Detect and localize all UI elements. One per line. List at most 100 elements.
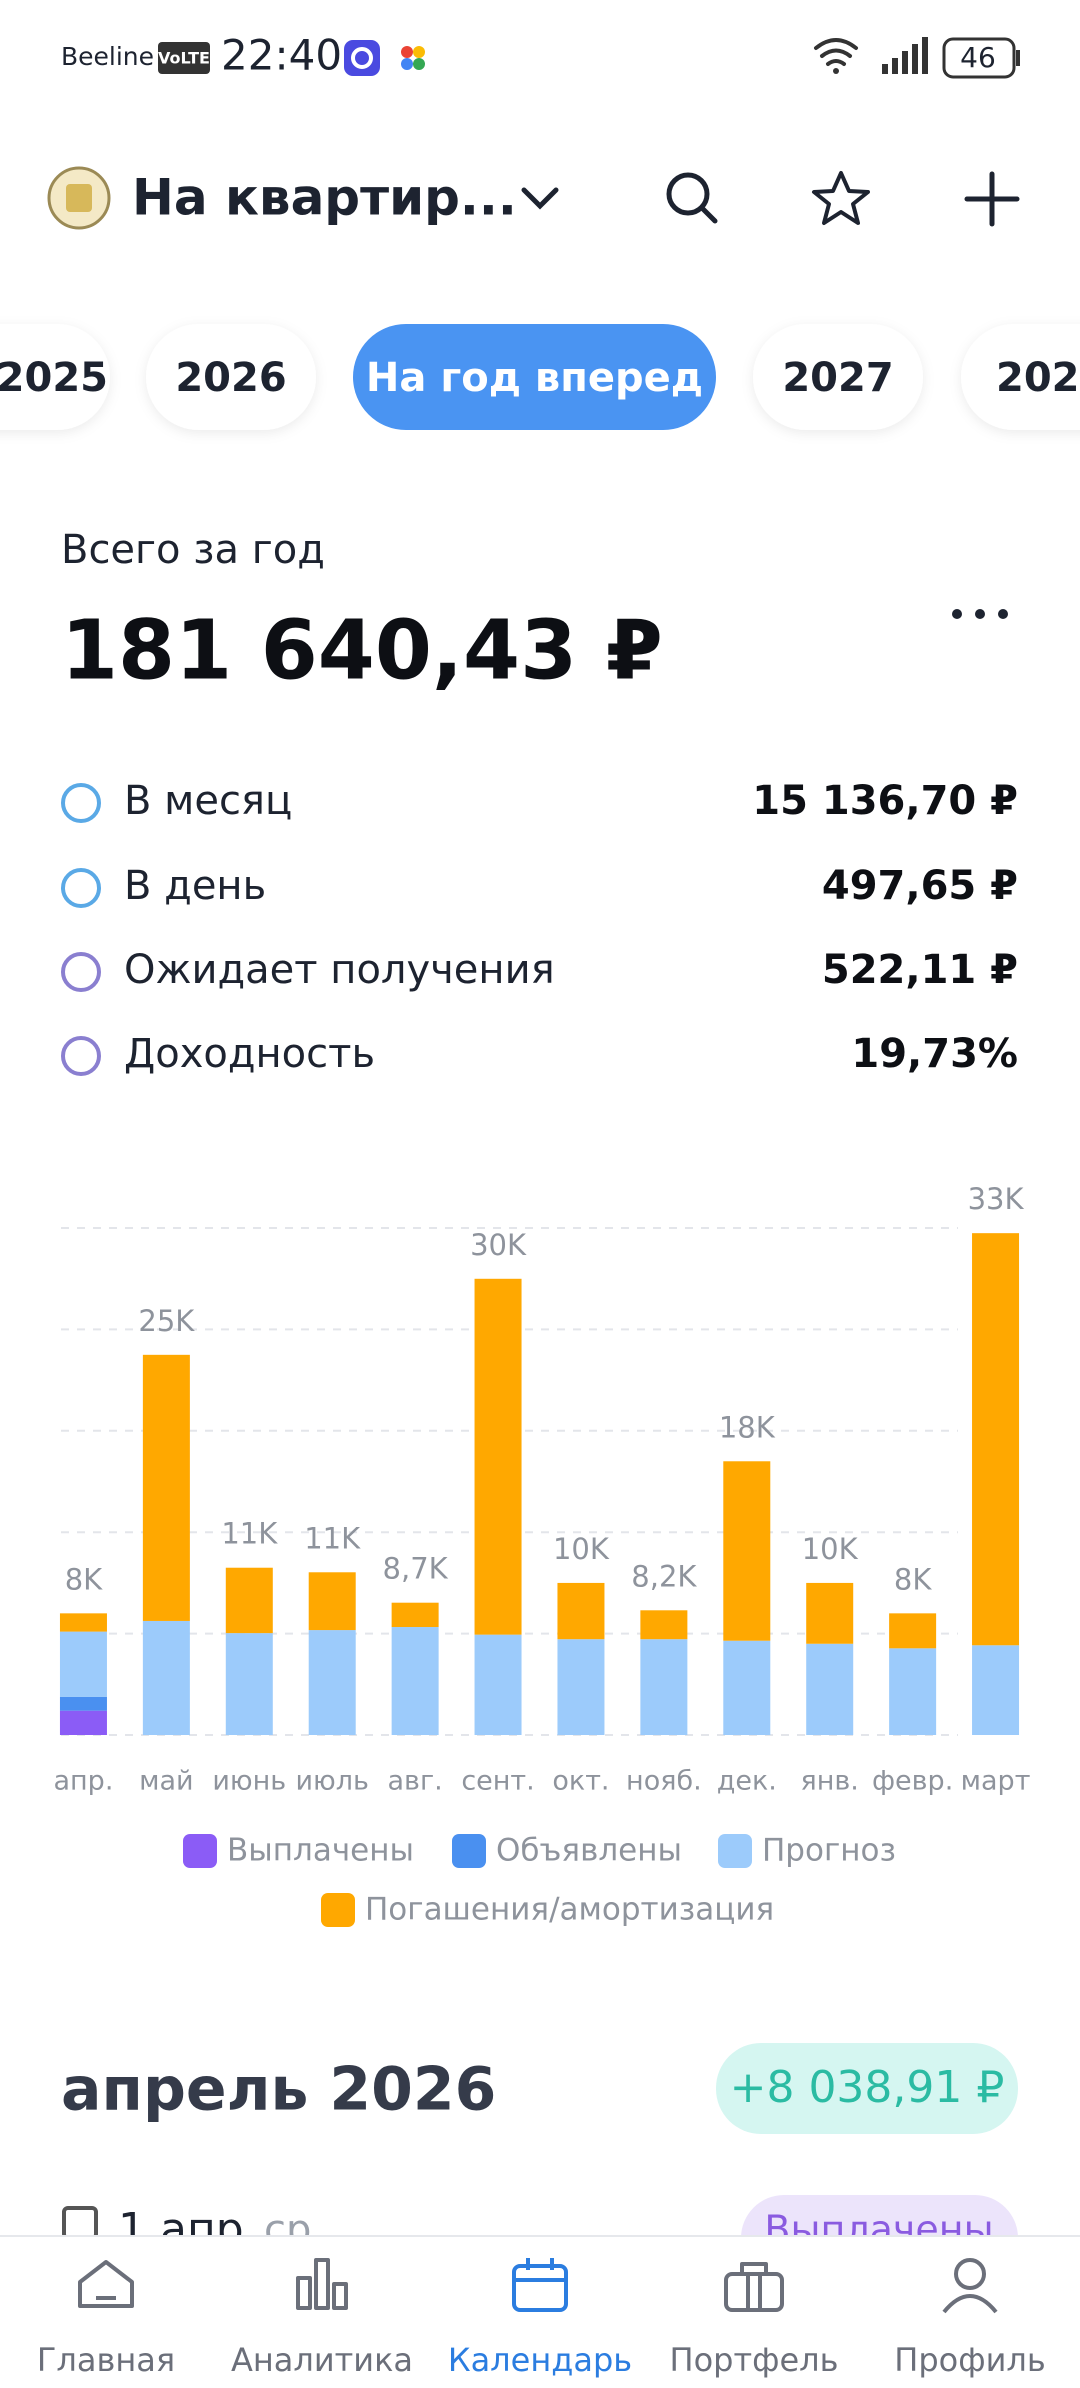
- summary-title: Всего за год: [61, 527, 325, 573]
- bar-segment: [59, 1696, 107, 1711]
- year-tab-label: На год вперед: [366, 355, 703, 401]
- bar-segment: [723, 1461, 771, 1641]
- bar-segment: [557, 1639, 605, 1735]
- bar-segment: [474, 1278, 522, 1635]
- bar-total-label: 11K: [221, 1517, 278, 1551]
- bar-total-label: 10K: [802, 1532, 859, 1566]
- summary-rows: В месяц 15 136,70 ₽ В день 497,65 ₽ Ожидает …: [61, 778, 1018, 1077]
- battery: [942, 37, 1016, 79]
- bar-segment: [308, 1630, 356, 1735]
- event-date: 1 апр.: [118, 2204, 258, 2255]
- bar-segment: [225, 1633, 273, 1735]
- bar-total-label: 30K: [470, 1228, 527, 1262]
- nav-icon[interactable]: [942, 2258, 998, 2314]
- year-tab-label: 2028: [996, 355, 1080, 401]
- nav-label[interactable]: Календарь: [448, 2341, 632, 2379]
- bar-total-label: 8K: [65, 1562, 103, 1596]
- nav-icon[interactable]: [296, 2258, 348, 2310]
- legend-swatch: [321, 1893, 355, 1927]
- bar-total-label: 33K: [968, 1182, 1025, 1216]
- year-tab-label: 2025: [0, 355, 108, 401]
- row-value: 15 136,70 ₽: [752, 778, 1018, 824]
- more-menu[interactable]: [952, 609, 1008, 619]
- bar-segment: [806, 1643, 854, 1735]
- x-tick-label: дек.: [717, 1766, 777, 1797]
- row-marker: [61, 952, 101, 992]
- bar-segment: [391, 1627, 439, 1735]
- event-status-pill: [741, 2195, 1018, 2236]
- bar-segment: [59, 1613, 107, 1632]
- row-value: 19,73%: [851, 1031, 1018, 1077]
- network: VoLTE: [158, 49, 210, 68]
- bar-segment: [391, 1602, 439, 1628]
- nav-icon[interactable]: [512, 2258, 568, 2312]
- nav-label[interactable]: Аналитика: [231, 2341, 413, 2379]
- nav-label[interactable]: Главная: [37, 2341, 175, 2379]
- nav-icon[interactable]: [724, 2262, 784, 2312]
- carrier: Beeline: [61, 42, 154, 71]
- x-tick-label: май: [139, 1766, 193, 1797]
- favorite-icon[interactable]: [812, 171, 870, 225]
- bar-segment: [640, 1639, 688, 1735]
- signal-icon: [882, 37, 928, 74]
- row-marker: [61, 783, 101, 823]
- year-tab[interactable]: [961, 324, 1080, 430]
- year-tab[interactable]: [0, 324, 110, 430]
- month-amount: +8 038,91 ₽: [730, 2062, 1005, 2113]
- account-title[interactable]: На квартир...: [132, 169, 517, 227]
- summary-total: 181 640,43 ₽: [61, 603, 663, 698]
- time: 22:40: [221, 31, 342, 80]
- battery-tip: [1016, 50, 1020, 66]
- year-tab[interactable]: [753, 324, 923, 430]
- bar-total-label: 25K: [138, 1304, 195, 1338]
- bar-segment: [59, 1631, 107, 1697]
- nav-icon[interactable]: [78, 2260, 134, 2308]
- bar-segment: [889, 1648, 937, 1735]
- legend-swatch: [183, 1834, 217, 1868]
- row-label: Ожидает получения: [124, 947, 555, 993]
- add-icon[interactable]: [964, 171, 1020, 227]
- bar-segment: [142, 1620, 190, 1735]
- bar-segment: [225, 1567, 273, 1634]
- bar-segment: [640, 1610, 688, 1640]
- row-label: Доходность: [124, 1031, 375, 1077]
- x-tick-label: авг.: [388, 1766, 443, 1797]
- x-tick-label: нояб.: [626, 1766, 702, 1797]
- bar-segment: [557, 1582, 605, 1640]
- event-row: 1 апр. ср Выплачены: [62, 2195, 1018, 2255]
- nav-items: Главная Аналитика Календарь Портфель Профиль: [37, 2258, 1046, 2379]
- bar-segment: [972, 1233, 1020, 1646]
- legend-swatch: [718, 1834, 752, 1868]
- bar-segment: [972, 1645, 1020, 1735]
- year-tab[interactable]: [353, 324, 716, 430]
- row-value: 522,11 ₽: [822, 947, 1018, 993]
- x-tick-label: янв.: [801, 1766, 859, 1797]
- legend-label: Объявлены: [496, 1833, 682, 1869]
- event-status: Выплачены: [764, 2208, 993, 2252]
- bar-segment: [889, 1613, 937, 1649]
- x-tick-label: март: [961, 1766, 1031, 1797]
- nav-label[interactable]: Портфель: [670, 2341, 839, 2379]
- bar-segment: [806, 1582, 854, 1644]
- year-tab[interactable]: [146, 324, 316, 430]
- x-tick-label: июль: [295, 1766, 368, 1797]
- x-tick-label: окт.: [552, 1766, 609, 1797]
- search-handle: [699, 205, 718, 224]
- app-icon: [344, 40, 380, 76]
- legend-label: Погашения/амортизация: [365, 1892, 774, 1928]
- bar-segment: [474, 1634, 522, 1735]
- dropdown-chevron[interactable]: [521, 187, 559, 210]
- search-icon[interactable]: [666, 172, 710, 216]
- row-label: В месяц: [124, 778, 292, 824]
- year-tab-label: 2026: [175, 355, 286, 401]
- x-tick-label: июнь: [212, 1766, 286, 1797]
- bar-total-label: 11K: [304, 1521, 361, 1555]
- legend-swatch: [452, 1834, 486, 1868]
- x-tick-label: февр.: [872, 1766, 953, 1797]
- app-icon-ring: [351, 47, 373, 69]
- pinwheel-icon: [401, 46, 425, 70]
- bar-segment: [142, 1354, 190, 1621]
- nav-label[interactable]: Профиль: [894, 2341, 1045, 2379]
